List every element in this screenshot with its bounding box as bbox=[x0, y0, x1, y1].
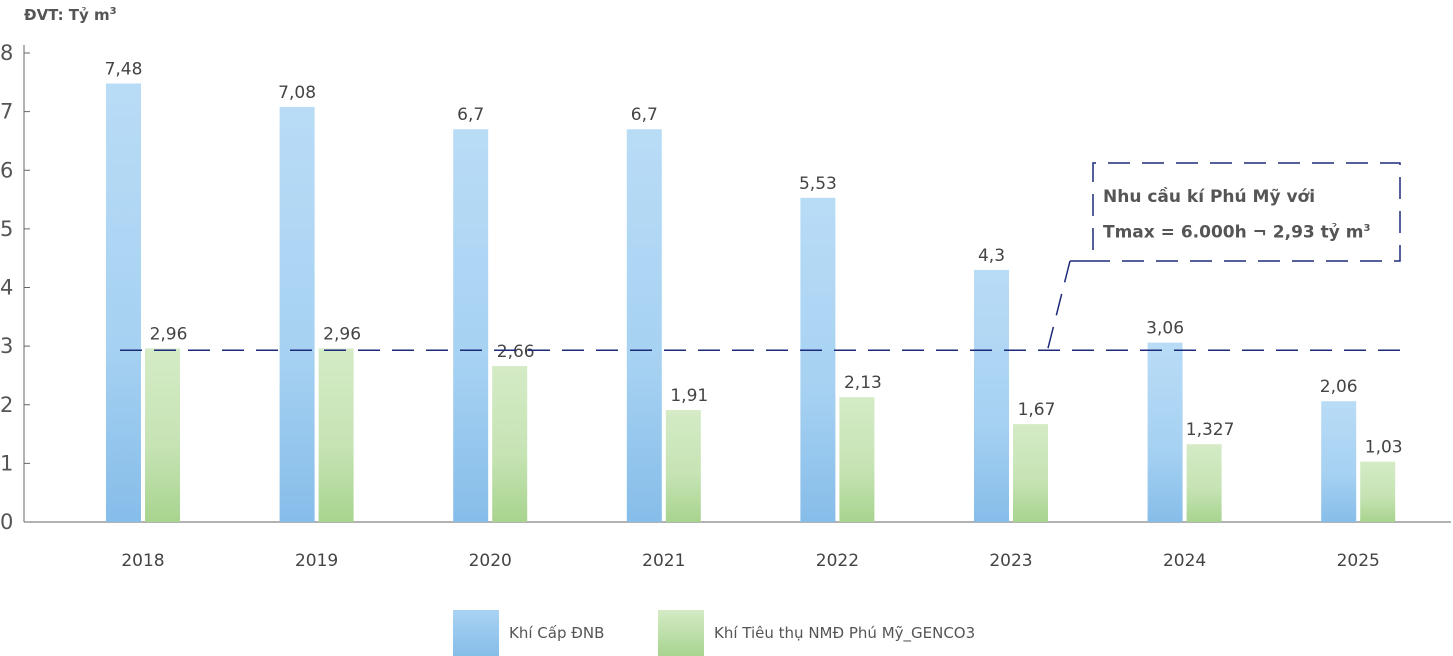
bar bbox=[839, 397, 875, 522]
data-label: 6,7 bbox=[457, 105, 484, 125]
data-label: 2,13 bbox=[844, 373, 882, 393]
x-tick-label: 2022 bbox=[816, 551, 859, 571]
bar bbox=[106, 83, 141, 523]
y-tick-label: 0 bbox=[0, 510, 13, 534]
annotation-line-2: Tmax = 6.000h ¬ 2,93 tỷ m3 bbox=[1103, 222, 1371, 243]
x-tick-label: 2023 bbox=[989, 551, 1032, 571]
data-label: 5,53 bbox=[799, 174, 837, 194]
x-tick-label: 2019 bbox=[295, 551, 338, 571]
callout-connector bbox=[1047, 260, 1071, 349]
bar bbox=[800, 197, 836, 522]
y-tick-label: 5 bbox=[0, 217, 13, 241]
bar bbox=[1186, 444, 1222, 522]
bar bbox=[1147, 342, 1183, 522]
bar bbox=[1360, 461, 1396, 522]
data-label: 3,06 bbox=[1146, 319, 1184, 339]
bar bbox=[626, 129, 662, 522]
legend-swatch-consumption bbox=[658, 610, 704, 656]
data-label: 1,91 bbox=[670, 386, 708, 406]
bar bbox=[974, 269, 1009, 522]
data-label: 1,03 bbox=[1365, 438, 1403, 458]
y-tick-label: 7 bbox=[0, 100, 13, 124]
y-tick-label: 1 bbox=[0, 451, 13, 475]
legend-label-consumption: Khí Tiêu thụ NMĐ Phú Mỹ_GENCO3 bbox=[714, 624, 976, 642]
x-tick-label: 2020 bbox=[469, 551, 512, 571]
data-label: 7,08 bbox=[278, 83, 316, 103]
y-tick-label: 3 bbox=[0, 334, 13, 358]
x-tick-label: 2018 bbox=[121, 551, 164, 571]
y-tick-label: 4 bbox=[0, 276, 13, 300]
bar bbox=[665, 410, 701, 522]
legend-swatch-supply bbox=[453, 610, 499, 656]
data-label: 1,67 bbox=[1018, 400, 1056, 420]
bar-chart: 0 1 2 3 4 5 6 7 8 7,48 2,96 7,08 2,96 6,7 2,66 6,7 1,91… bbox=[0, 41, 1451, 571]
y-tick-label: 2 bbox=[0, 393, 13, 417]
annotation-line-1: Nhu cầu kí Phú Mỹ với bbox=[1103, 187, 1316, 207]
y-tick-label: 6 bbox=[0, 158, 13, 182]
y-tick-label: 8 bbox=[0, 41, 13, 65]
legend-label-supply: Khí Cấp ĐNB bbox=[509, 624, 605, 642]
callout-box bbox=[1070, 162, 1401, 262]
bar bbox=[1321, 401, 1357, 522]
data-label: 2,66 bbox=[497, 342, 535, 362]
data-label: 2,06 bbox=[1320, 377, 1358, 397]
data-label: 2,96 bbox=[323, 324, 361, 344]
data-label: 6,7 bbox=[631, 105, 658, 125]
data-label: 2,96 bbox=[150, 324, 188, 344]
annotation-text: Nhu cầu kí Phú Mỹ với Tmax = 6.000h ¬ 2,… bbox=[1103, 182, 1370, 249]
bar bbox=[318, 348, 354, 522]
bar bbox=[279, 106, 315, 522]
bar bbox=[453, 129, 489, 522]
data-label: 1,327 bbox=[1186, 420, 1235, 440]
unit-label: ĐVT: Tỷ m3 bbox=[24, 6, 117, 24]
legend-item-supply: Khí Cấp ĐNB bbox=[453, 610, 604, 656]
bar bbox=[1013, 424, 1048, 522]
x-tick-label: 2024 bbox=[1163, 551, 1206, 571]
bar bbox=[145, 348, 180, 522]
x-tick-label: 2025 bbox=[1337, 551, 1380, 571]
legend-item-consumption: Khí Tiêu thụ NMĐ Phú Mỹ_GENCO3 bbox=[658, 610, 975, 656]
data-label: 4,3 bbox=[978, 246, 1005, 266]
data-label: 7,48 bbox=[105, 59, 143, 79]
x-tick-label: 2021 bbox=[642, 551, 685, 571]
bar bbox=[492, 366, 528, 522]
